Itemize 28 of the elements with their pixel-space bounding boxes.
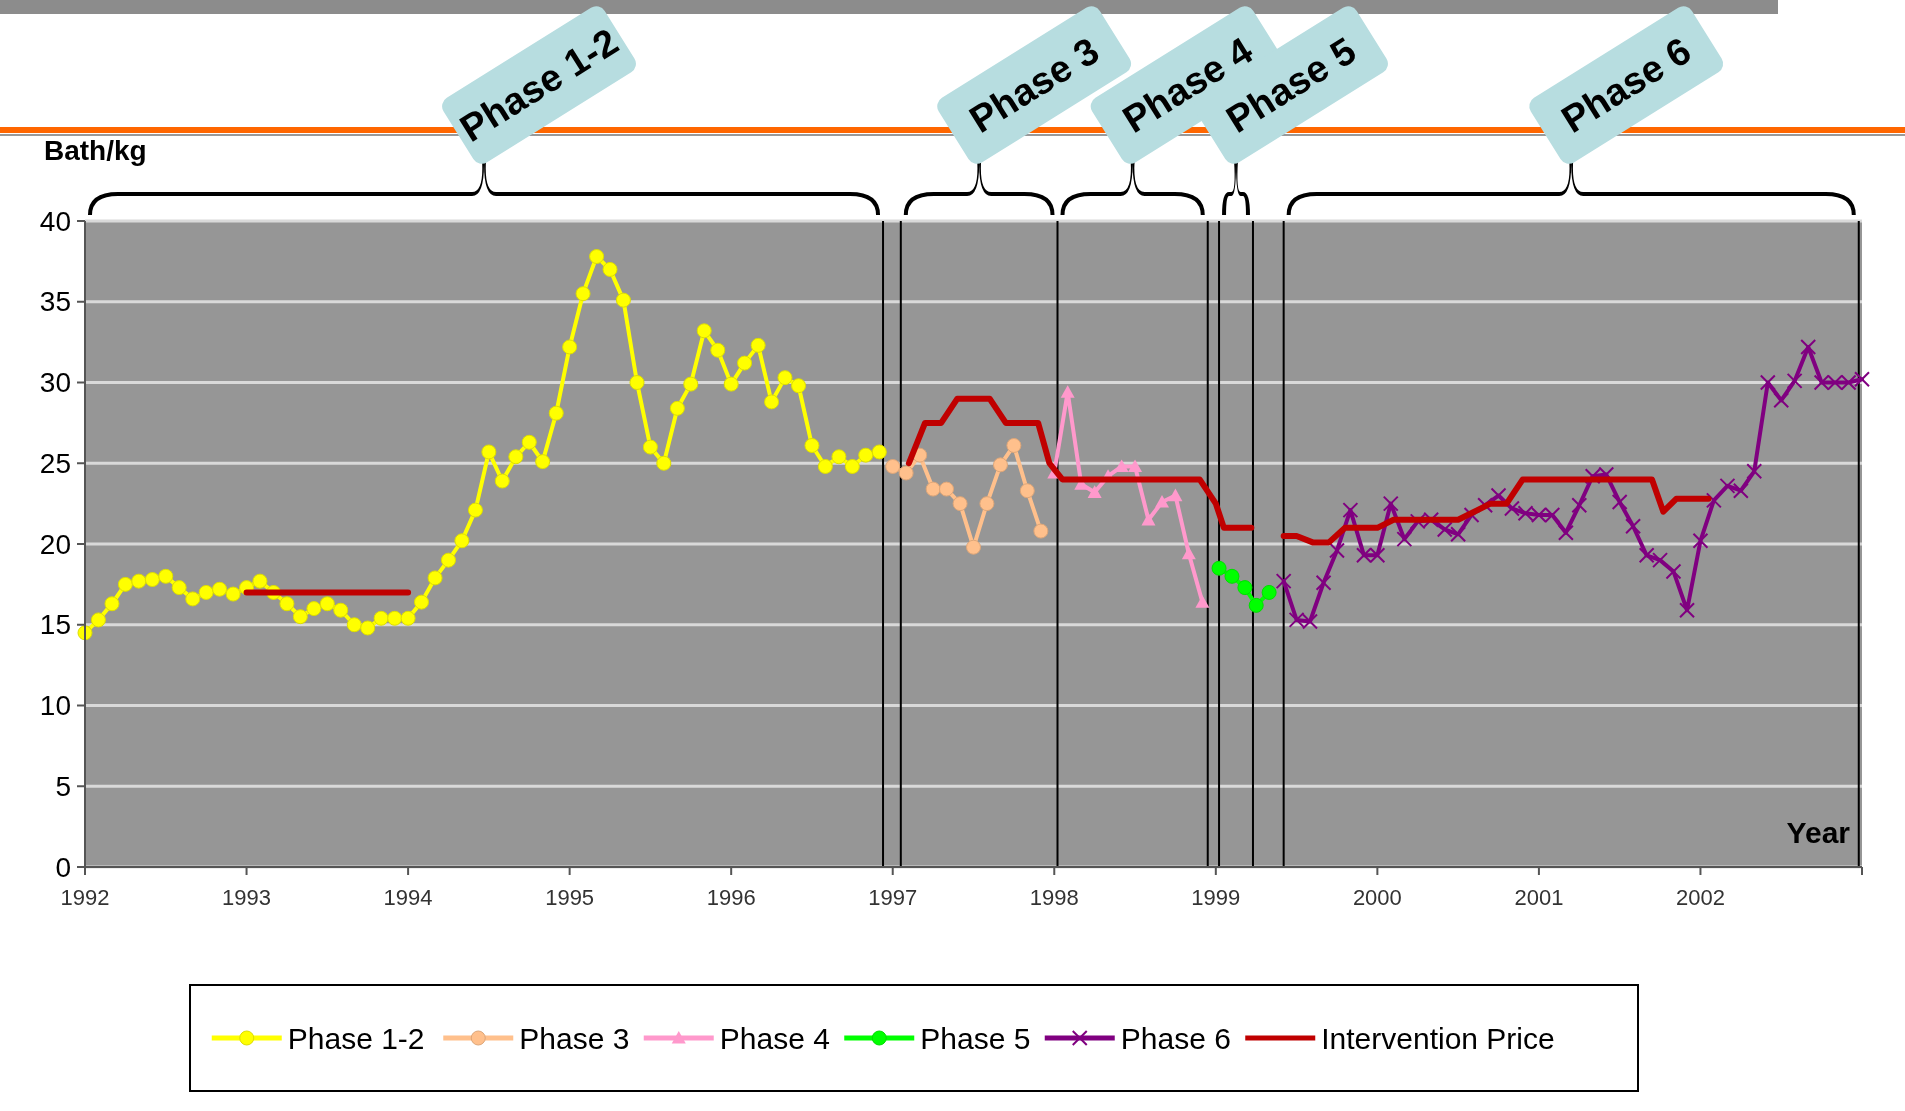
x-tick-label: 1995 [545,885,595,910]
y-tick-label: 0 [55,851,71,883]
x-tick-label: 1994 [383,885,433,910]
y-tick-label: 35 [39,286,71,318]
y-tick-label: 30 [39,367,71,398]
x-tick-label: 1992 [60,885,110,910]
legend-label: Phase 6 [1120,1021,1231,1055]
x-axis-title: Year [1786,816,1851,849]
legend-label: Phase 1-2 [287,1021,425,1055]
x-tick-label: 2001 [1514,885,1564,910]
x-tick-label: 1993 [222,885,272,910]
legend-label: Phase 3 [519,1021,630,1055]
legend-label: Intervention Price [1321,1021,1555,1055]
x-tick-label: 1999 [1191,885,1241,910]
y-tick-label: 40 [39,205,71,237]
y-axis-title: Bath/kg [44,135,147,166]
y-tick-label: 15 [39,609,71,641]
x-tick-label: 1997 [868,885,918,910]
x-tick-label: 2000 [1352,885,1402,910]
x-tick-label: 2002 [1675,885,1725,910]
x-tick-label: 1998 [1029,885,1079,910]
legend-label: Phase 4 [719,1021,830,1055]
y-tick-label: 25 [39,447,71,479]
y-tick-label: 10 [39,690,71,721]
legend-label: Phase 5 [920,1021,1031,1055]
y-tick-label: 20 [39,528,71,560]
x-tick-label: 1996 [706,885,756,910]
y-tick-label: 5 [55,770,71,802]
